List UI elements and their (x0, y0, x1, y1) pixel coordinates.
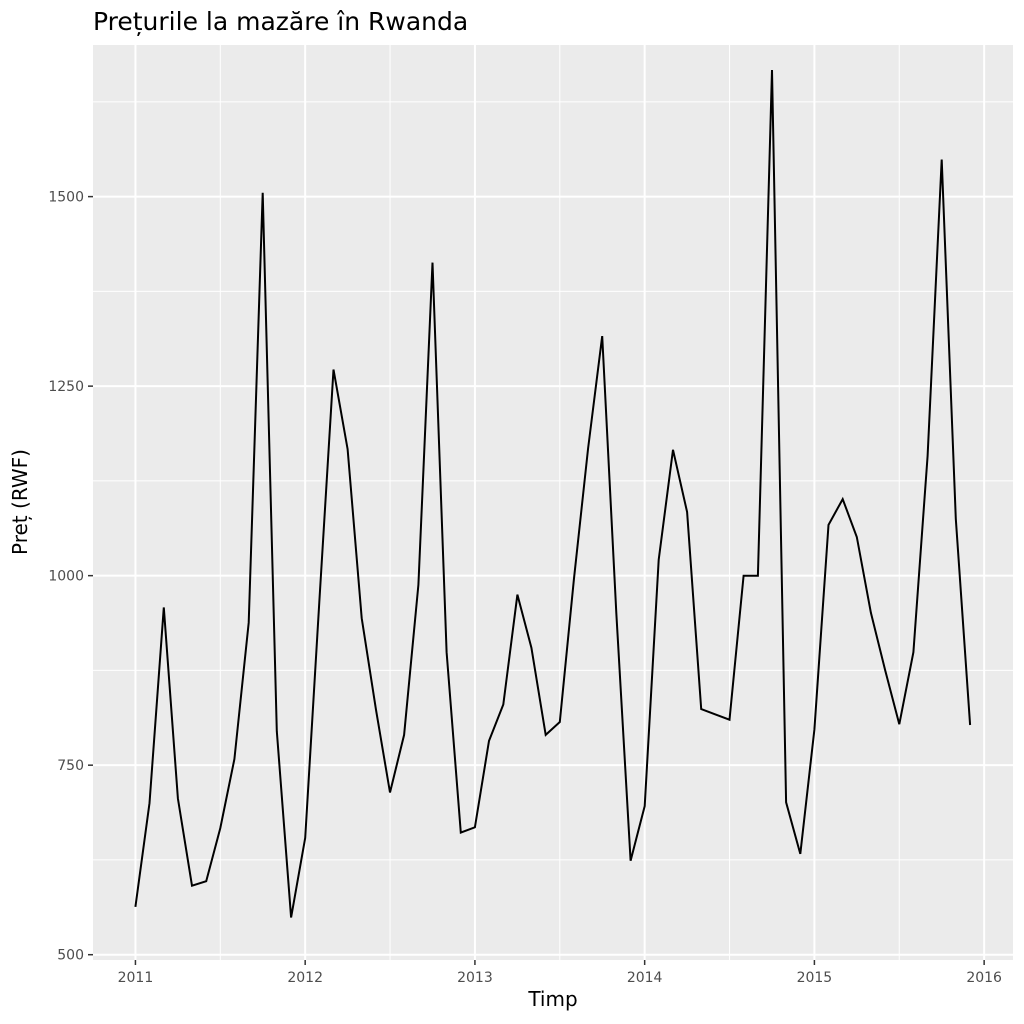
x-tick-label: 2011 (118, 970, 154, 986)
y-tick-label: 1500 (48, 190, 84, 206)
y-axis: 500 750 1000 1250 1500 (48, 190, 93, 964)
y-tick-label: 1250 (48, 379, 84, 395)
x-axis: 2011 2012 2013 2014 2015 2016 (118, 960, 1002, 986)
x-axis-title: Timp (527, 987, 577, 1011)
y-tick-label: 750 (57, 758, 84, 774)
chart-title: Prețurile la mazăre în Rwanda (93, 7, 468, 36)
y-tick-label: 1000 (48, 569, 84, 585)
x-tick-label: 2014 (627, 970, 663, 986)
series-line (134, 69, 972, 918)
x-tick-label: 2016 (966, 970, 1002, 986)
x-tick-label: 2012 (287, 970, 323, 986)
x-tick-label: 2015 (797, 970, 833, 986)
plot-panel (93, 45, 1013, 960)
x-tick-label: 2013 (457, 970, 493, 986)
y-axis-title: Preț (RWF) (8, 449, 32, 555)
y-tick-label: 500 (57, 948, 84, 964)
